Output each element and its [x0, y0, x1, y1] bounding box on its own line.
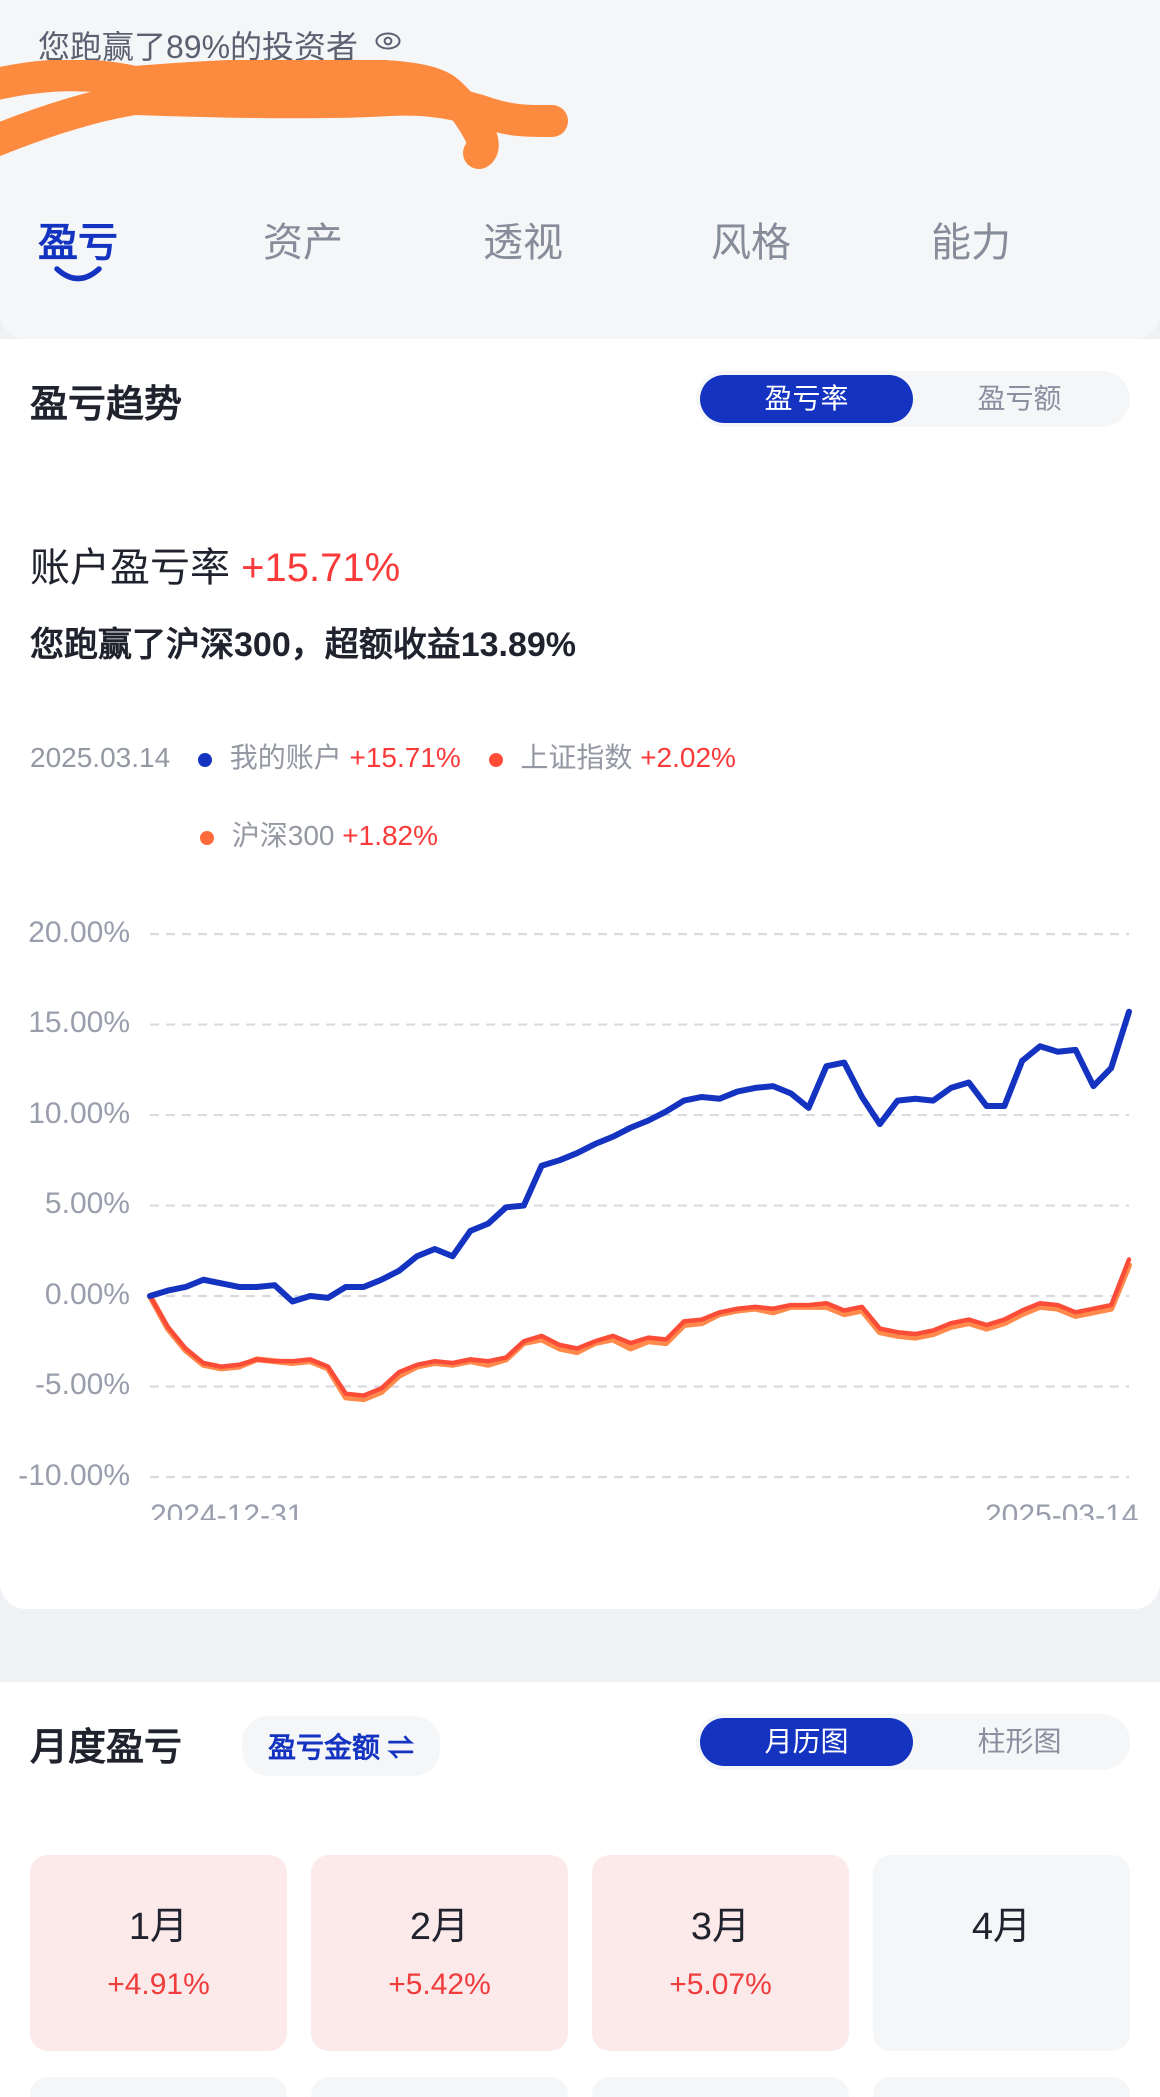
svg-text:2025-03-14: 2025-03-14 — [985, 1499, 1138, 1520]
svg-text:-10.00%: -10.00% — [18, 1459, 130, 1492]
svg-text:15.00%: 15.00% — [28, 1006, 130, 1039]
svg-text:0.00%: 0.00% — [45, 1278, 130, 1311]
svg-text:10.00%: 10.00% — [28, 1097, 130, 1130]
svg-text:2024-12-31: 2024-12-31 — [150, 1499, 303, 1520]
svg-text:20.00%: 20.00% — [28, 916, 130, 949]
svg-text:5.00%: 5.00% — [45, 1187, 130, 1220]
svg-text:-5.00%: -5.00% — [35, 1368, 130, 1401]
